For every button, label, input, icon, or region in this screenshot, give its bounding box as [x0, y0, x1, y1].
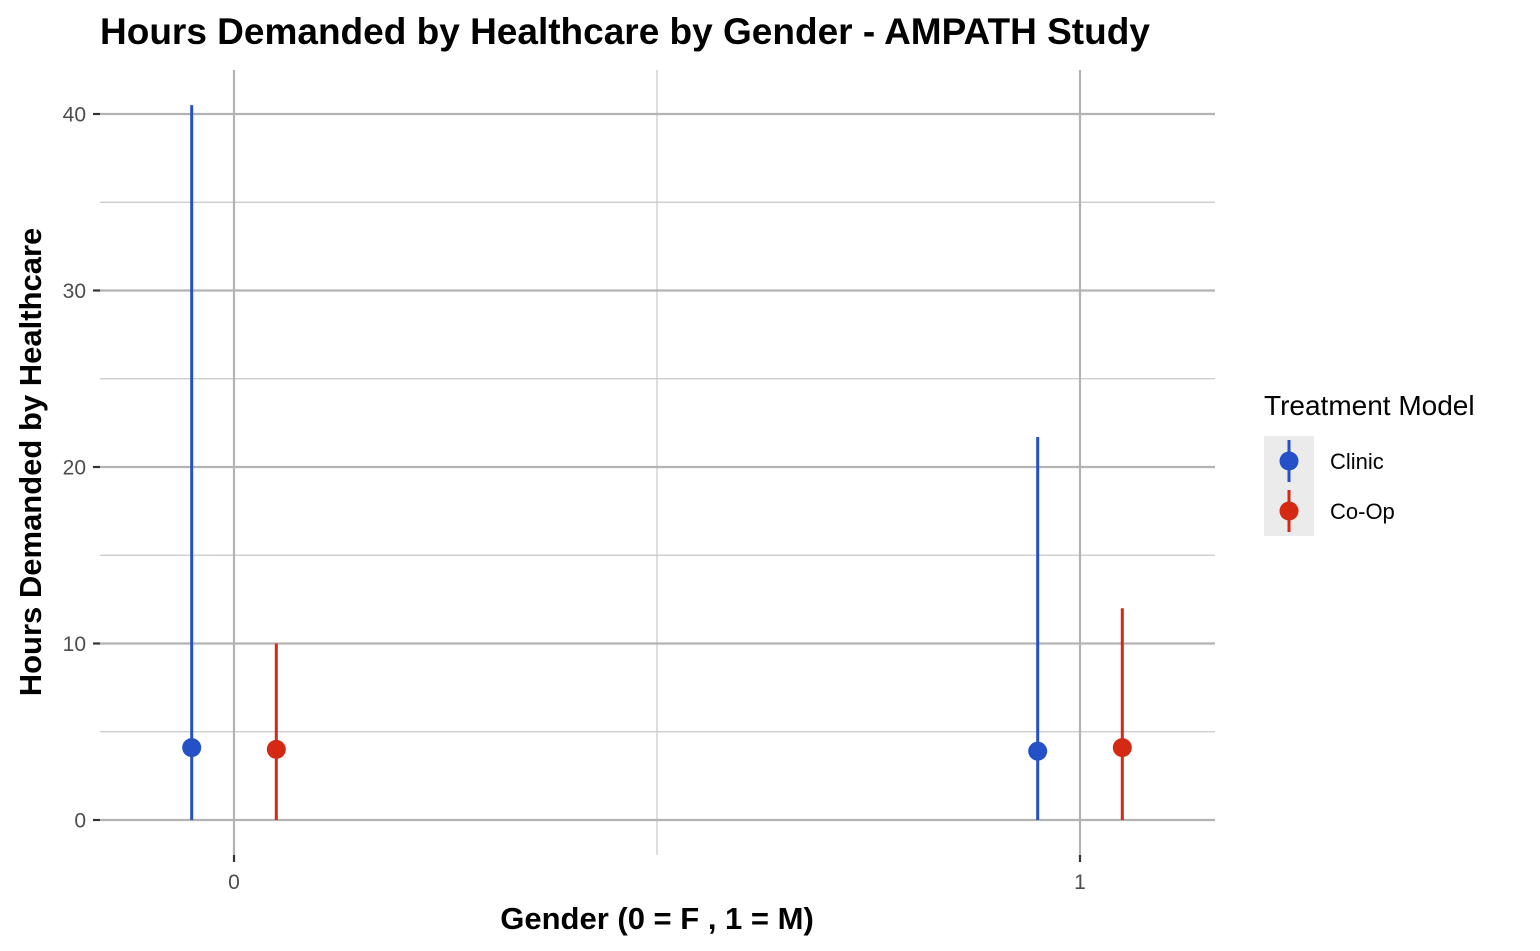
- point-clinic: [1028, 741, 1048, 761]
- axis-ticks: 0 10 20 30 40 0 1: [63, 104, 1086, 895]
- y-tick-label: 30: [63, 280, 86, 303]
- y-tick-label: 0: [74, 810, 86, 833]
- legend-label: Co-Op: [1330, 499, 1395, 524]
- point-co-op: [266, 739, 286, 759]
- point-co-op: [1112, 738, 1132, 758]
- legend-key-point: [1279, 501, 1299, 521]
- y-axis-title: Hours Demanded by Healthcare: [13, 228, 48, 697]
- legend-key-point: [1279, 451, 1299, 471]
- chart-title: Hours Demanded by Healthcare by Gender -…: [100, 11, 1150, 52]
- y-tick-label: 20: [63, 457, 86, 480]
- y-tick-label: 40: [63, 104, 86, 127]
- data-marks: [182, 105, 1132, 820]
- y-tick-label: 10: [63, 633, 86, 656]
- point-clinic: [182, 738, 202, 758]
- legend: Treatment Model Clinic Co-Op: [1264, 390, 1475, 536]
- legend-title: Treatment Model: [1264, 390, 1475, 421]
- grid: [100, 70, 1215, 855]
- x-tick-label: 0: [228, 871, 240, 894]
- x-tick-label: 1: [1074, 871, 1086, 894]
- x-axis-title: Gender (0 = F , 1 = M): [500, 901, 814, 936]
- legend-label: Clinic: [1330, 449, 1384, 474]
